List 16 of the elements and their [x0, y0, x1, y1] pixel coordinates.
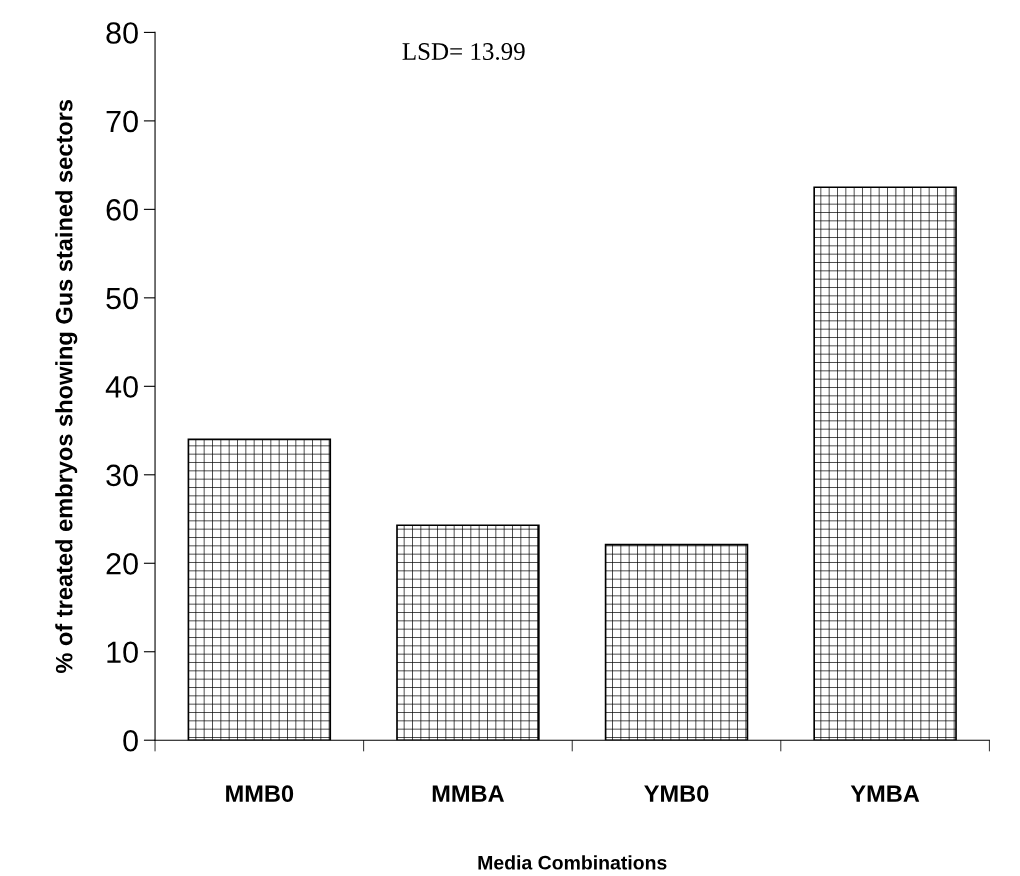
x-tick-label: MMBA: [432, 785, 505, 802]
y-tick-label: 50: [106, 287, 138, 310]
y-axis-title: % of treated embryos showing Gus stained sectors: [55, 99, 78, 674]
y-tick-label: 60: [106, 199, 138, 221]
y-tick-label: 80: [106, 22, 138, 44]
x-tick-label: MMB0: [226, 785, 294, 803]
y-tick-label: 10: [107, 641, 138, 664]
y-tick-label: 70: [106, 110, 138, 133]
y-tick-label: 30: [106, 464, 138, 487]
y-tick-label: 40: [105, 376, 138, 398]
y-tick-label: 0: [123, 729, 138, 752]
x-axis-title: Media Combinations: [478, 855, 667, 870]
x-tick-label: YMBA: [850, 785, 920, 802]
x-tick-label: YMB0: [644, 785, 709, 803]
y-tick-label: 20: [106, 553, 138, 575]
annotation: LSD= 13.99: [402, 43, 525, 61]
